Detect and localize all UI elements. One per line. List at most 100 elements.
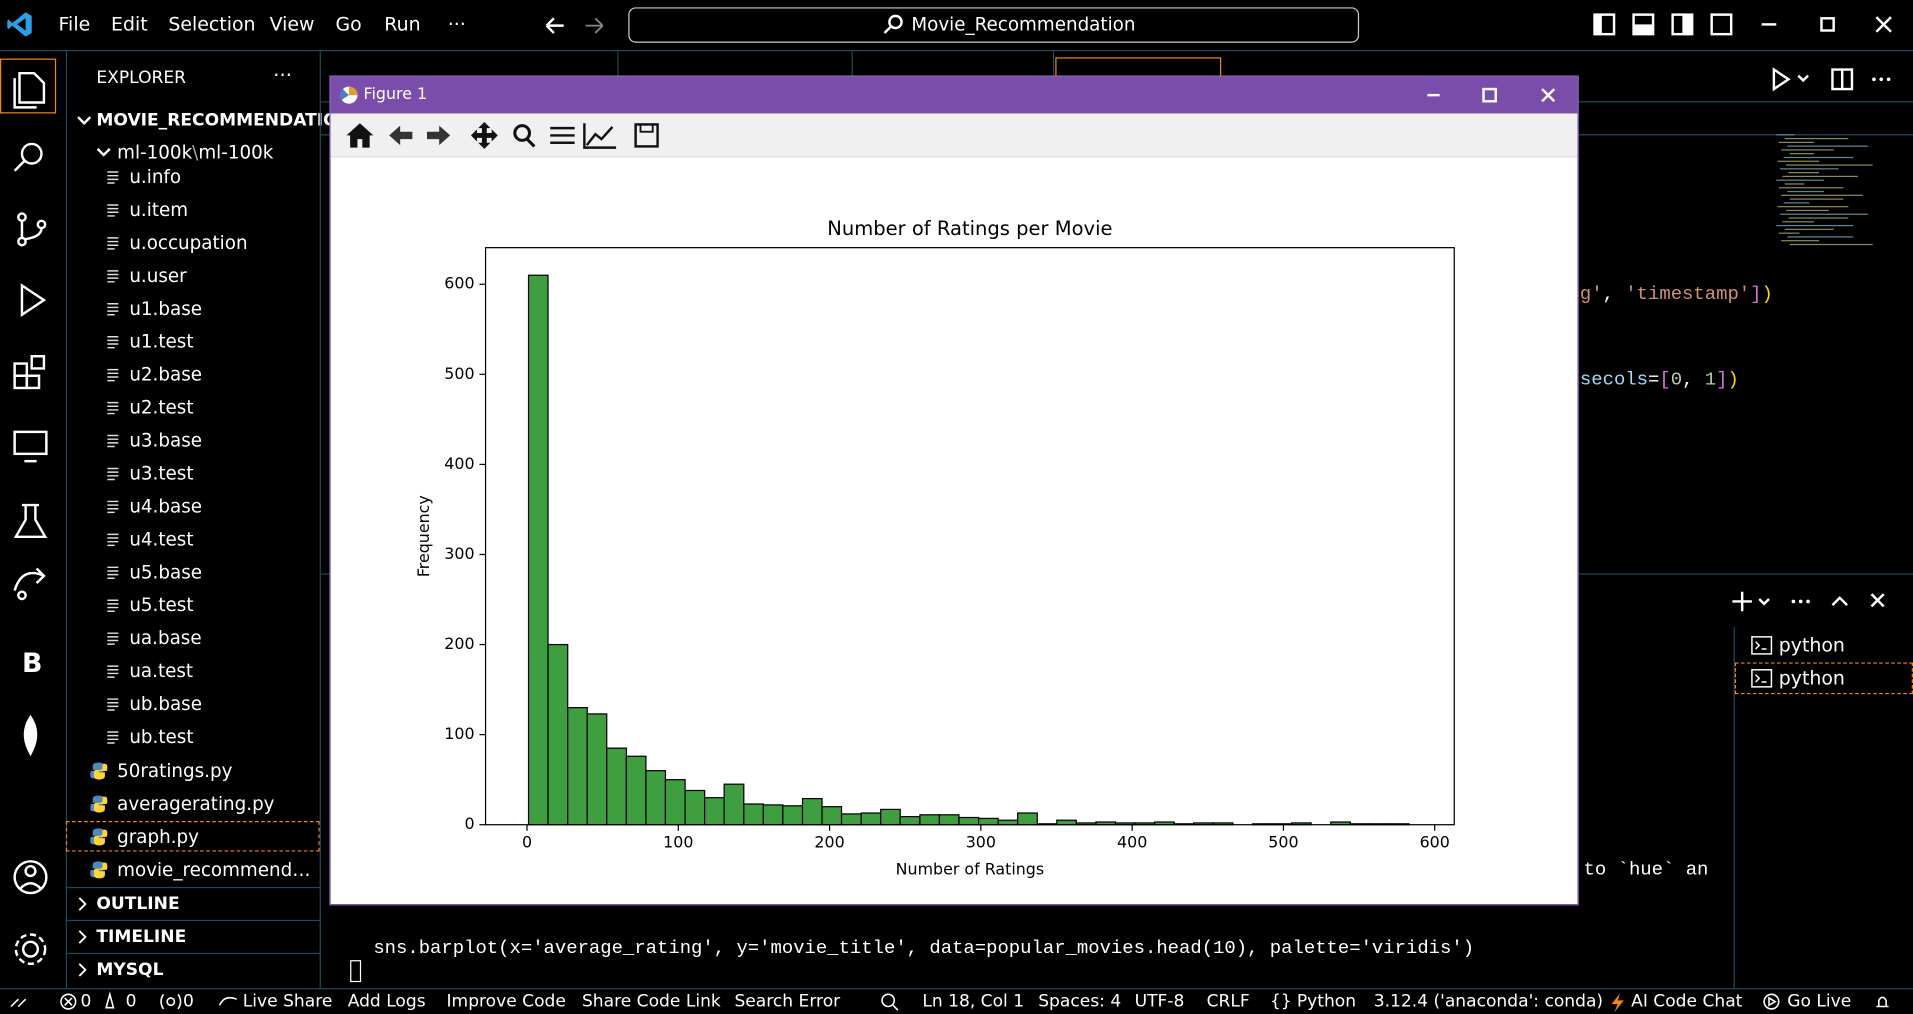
x-tick-label: 400 xyxy=(1117,833,1147,852)
project-root[interactable]: MOVIE_RECOMMENDATION xyxy=(96,111,352,131)
histogram-bar xyxy=(527,274,549,826)
minimap-line xyxy=(1783,156,1854,159)
file-item[interactable]: 50ratings.py xyxy=(117,760,233,783)
file-icon xyxy=(107,500,119,514)
menu-item[interactable]: ··· xyxy=(447,13,466,36)
file-item[interactable]: u3.base xyxy=(129,429,203,452)
menu-item[interactable]: File xyxy=(58,13,91,36)
file-item[interactable]: ub.test xyxy=(129,725,194,748)
menu-item[interactable]: Run xyxy=(384,13,421,36)
toolbar-icons[interactable] xyxy=(345,121,662,150)
file-item[interactable]: u4.test xyxy=(129,528,194,551)
figure-toolbar xyxy=(330,113,1578,158)
minimap-line xyxy=(1787,190,1824,193)
file-item[interactable]: u1.base xyxy=(129,297,203,320)
file-item[interactable]: u5.base xyxy=(129,561,203,584)
status-item[interactable]: 0 xyxy=(183,991,194,1012)
panel-actions[interactable] xyxy=(1728,588,1899,615)
histogram-bar xyxy=(938,814,960,826)
file-icon xyxy=(107,204,119,217)
folder-name: ml-100k xyxy=(198,141,274,164)
file-item[interactable]: u4.base xyxy=(129,495,203,518)
x-tick-label: 600 xyxy=(1420,833,1450,852)
status-item[interactable]: CRLF xyxy=(1206,991,1250,1012)
status-item[interactable]: Search Error xyxy=(734,991,841,1012)
status-item[interactable]: {} xyxy=(1270,991,1292,1012)
python-icon xyxy=(90,795,108,813)
folder[interactable]: ml-100k\ml-100k xyxy=(117,140,273,164)
minimap-line xyxy=(1786,164,1873,166)
file-item[interactable]: ub.base xyxy=(129,692,202,715)
minimap-line xyxy=(1782,221,1815,223)
file-item[interactable]: ua.test xyxy=(129,660,194,682)
file-item[interactable]: u2.test xyxy=(129,396,194,419)
selected-file xyxy=(65,821,320,852)
x-tick-label: 200 xyxy=(814,833,844,852)
extension-icon[interactable]: B xyxy=(21,649,43,680)
command-center[interactable] xyxy=(628,7,1360,43)
selected-terminal xyxy=(1734,662,1913,695)
file-item[interactable]: u3.test xyxy=(129,462,194,485)
file-item[interactable]: u5.test xyxy=(129,594,194,617)
more-actions[interactable]: ··· xyxy=(273,63,292,87)
status-item[interactable]: AI Code Chat xyxy=(1631,991,1743,1012)
folder-name: ml-100k xyxy=(117,141,193,164)
file-item[interactable]: averagerating.py xyxy=(117,793,275,815)
status-item[interactable]: Live Share xyxy=(242,991,333,1012)
terminal-tab[interactable]: python xyxy=(1778,634,1845,657)
token: 0 xyxy=(1670,368,1683,391)
file-item[interactable]: u2.base xyxy=(129,363,203,386)
activity-icons[interactable] xyxy=(10,66,54,969)
file-item[interactable]: movie_recommender.py xyxy=(117,858,318,881)
file-item[interactable]: u.user xyxy=(129,264,187,287)
status-item[interactable]: Ln 18, Col 1 xyxy=(922,991,1025,1012)
status-item[interactable]: UTF-8 xyxy=(1134,991,1185,1012)
file-item[interactable]: graph.py xyxy=(117,825,199,848)
terminal-tab[interactable]: python xyxy=(1778,667,1845,690)
minimap-line xyxy=(1776,224,1854,227)
editor-actions[interactable] xyxy=(1769,66,1903,93)
layout-icons[interactable] xyxy=(1592,12,1738,36)
histogram-bar xyxy=(567,707,588,826)
minimap-line xyxy=(1778,187,1844,189)
axes-frame xyxy=(484,247,1455,826)
chart-title: Number of Ratings per Movie xyxy=(827,217,1112,240)
status-item[interactable]: Go Live xyxy=(1787,991,1852,1012)
status-item[interactable]: Add Logs xyxy=(347,991,426,1012)
figure-controls[interactable] xyxy=(1423,84,1569,106)
file-item[interactable]: u.item xyxy=(129,198,189,221)
sidebar-section[interactable]: TIMELINE xyxy=(96,927,187,947)
nav-arrows[interactable] xyxy=(544,15,617,37)
minimap-line xyxy=(1788,217,1849,219)
histogram-bar xyxy=(840,813,862,826)
x-tick-label: 300 xyxy=(966,833,996,852)
search-text[interactable]: Movie_Recommendation xyxy=(911,13,1136,36)
file-item[interactable]: u.info xyxy=(129,165,182,188)
menu-item[interactable]: View xyxy=(269,13,315,36)
window-controls[interactable] xyxy=(1757,12,1903,36)
menu-item[interactable]: Edit xyxy=(111,13,148,36)
token: , xyxy=(1682,368,1705,391)
status-item[interactable]: Share Code Link xyxy=(581,991,721,1012)
status-item[interactable]: Spaces: 4 xyxy=(1038,991,1122,1012)
menu-item[interactable]: Selection xyxy=(168,13,256,36)
file-item[interactable]: u.occupation xyxy=(129,231,248,254)
minimap-line xyxy=(1787,236,1854,238)
token: , xyxy=(1602,283,1626,305)
sidebar-section[interactable]: OUTLINE xyxy=(96,894,180,914)
status-item[interactable]: 0 xyxy=(125,991,137,1012)
file-icon xyxy=(107,401,119,415)
minimap-line xyxy=(1777,160,1820,162)
menu-item[interactable]: Go xyxy=(335,13,362,36)
x-tick-label: 500 xyxy=(1268,833,1298,852)
file-item[interactable]: u1.test xyxy=(129,330,194,353)
minimap-line xyxy=(1779,168,1839,170)
file-item[interactable]: ua.base xyxy=(129,627,202,650)
sidebar-section[interactable]: MYSQL xyxy=(96,960,164,980)
status-item[interactable]: Python xyxy=(1296,991,1357,1012)
y-tick-label: 0 xyxy=(464,814,474,833)
status-item[interactable]: 0 xyxy=(80,991,92,1012)
status-item[interactable]: 3.12.4 ('anaconda': conda) xyxy=(1373,991,1604,1012)
sidebar-title: EXPLORER xyxy=(96,68,187,88)
status-item[interactable]: Improve Code xyxy=(446,991,566,1012)
